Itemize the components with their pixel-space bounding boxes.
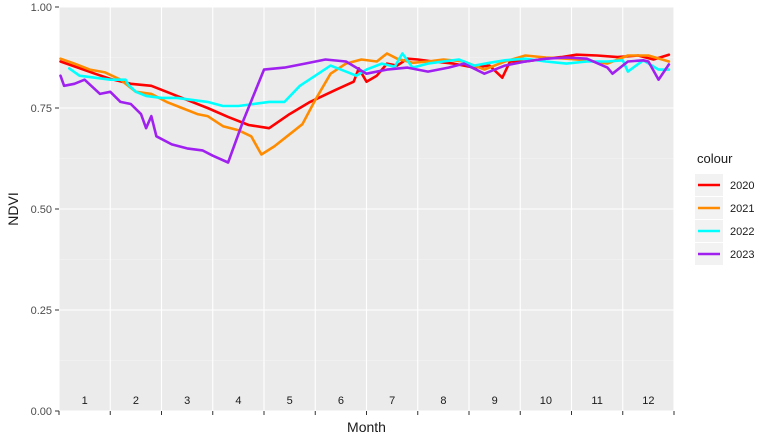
month-label: 4 [235,395,241,407]
series-line-2022 [68,52,671,108]
month-labels: 1 2 3 4 5 6 7 8 9 10 11 12 [82,395,655,407]
y-tick-label: 0.00 [31,406,52,418]
month-label: 1 [82,395,88,407]
month-label: 12 [642,395,654,407]
legend-title: colour [697,151,733,166]
legend-label-2021: 2021 [730,203,754,215]
y-tick-label: 1.00 [31,2,52,14]
series-line-2023 [59,56,671,164]
legend-label-2023: 2023 [730,249,754,261]
month-label: 9 [492,395,498,407]
y-axis-title: NDVI [5,192,21,225]
legend: colour 2020 2021 2022 2023 [695,151,754,265]
series-lines [59,52,671,164]
y-tick-label: 0.50 [31,204,52,216]
legend-label-2022: 2022 [730,226,754,238]
month-label: 6 [338,395,344,407]
month-label: 5 [287,395,293,407]
x-axis-title: Month [347,419,386,435]
x-axis [58,411,675,415]
month-label: 3 [184,395,190,407]
month-label: 7 [389,395,395,407]
y-axis: 0.00 0.25 0.50 0.75 1.00 [31,2,59,418]
month-label: 11 [591,395,602,407]
month-label: 10 [540,395,552,407]
legend-label-2020: 2020 [730,180,754,192]
y-tick-label: 0.25 [31,305,52,317]
month-label: 2 [133,395,139,407]
month-label: 8 [440,395,446,407]
y-tick-label: 0.75 [31,103,52,115]
